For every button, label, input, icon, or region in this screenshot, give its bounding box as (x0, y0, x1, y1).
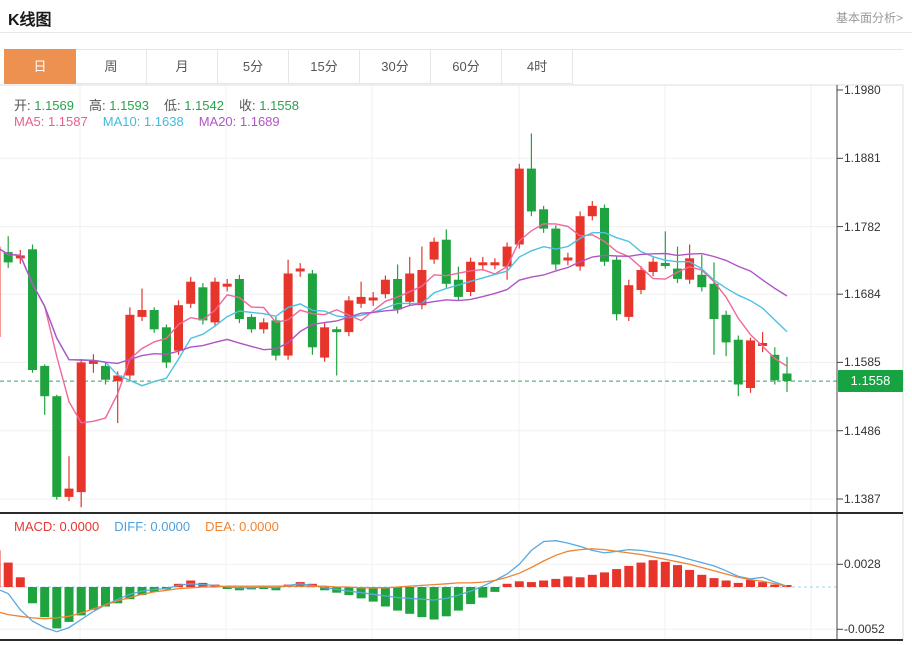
ma20-line (0, 248, 788, 365)
current-price-badge: 1.1558 (838, 370, 903, 392)
ohlc-row-close: 收: 1.1558 (239, 98, 299, 113)
price-panel (0, 85, 837, 511)
ma-row-ma5: MA5: 1.1587 (14, 114, 88, 129)
ma-row-ma10: MA10: 1.1638 (103, 114, 184, 129)
price-tick-label: 1.1881 (844, 151, 881, 166)
low-label: 低: (164, 98, 185, 113)
dea-line (0, 548, 788, 620)
price-tick-label: 1.1684 (844, 287, 881, 302)
fundamental-analysis-link[interactable]: 基本面分析> (835, 11, 903, 25)
tab-4hour[interactable]: 4时 (502, 49, 573, 84)
macd-row-diff: DIFF: 0.0000 (114, 519, 190, 534)
page-title: K线图 (8, 12, 52, 29)
ma5-label: MA5: (14, 114, 48, 129)
macd-panel (0, 514, 837, 639)
ma10-label: MA10: (102, 114, 144, 129)
macd-row-macd: MACD: 0.0000 (14, 519, 99, 534)
macd-tick-label: 0.0028 (844, 557, 881, 572)
tab-30min[interactable]: 30分 (360, 49, 431, 84)
ohlc-row-high: 高: 1.1593 (89, 98, 149, 113)
tab-15min[interactable]: 15分 (289, 49, 360, 84)
macd-value: 0.0000 (59, 519, 100, 534)
price-tick-label: 1.1486 (844, 423, 881, 438)
diff-label: DIFF: (114, 519, 151, 534)
interval-tabs: 日周月 5分 15分 30分 60分 4时 (4, 49, 573, 84)
macd-tick-label: -0.0052 (844, 622, 885, 637)
ma-readout: MA5: 1.1587 MA10: 1.1638 MA20: 1.1689 (14, 114, 295, 129)
dea-label: DEA: (205, 519, 240, 534)
price-tick-label: 1.1387 (844, 492, 881, 506)
high-label: 高: (89, 98, 110, 113)
close-value: 1.1558 (259, 98, 299, 113)
ohlc-row-low: 低: 1.1542 (164, 98, 224, 113)
low-value: 1.1542 (184, 98, 224, 113)
ma10-line (0, 231, 788, 387)
price-tick-label: 1.1585 (844, 355, 881, 370)
high-value: 1.1593 (109, 98, 149, 113)
tab-weekly[interactable]: 周 (76, 49, 147, 84)
macd-histogram (0, 550, 792, 629)
open-label: 开: (14, 98, 35, 113)
candles-layer (0, 133, 792, 508)
tab-5min[interactable]: 5分 (218, 49, 289, 84)
diff-value: 0.0000 (150, 519, 191, 534)
macd-row-dea: DEA: 0.0000 (205, 519, 279, 534)
macd-readout: MACD: 0.0000 DIFF: 0.0000 DEA: 0.0000 (14, 519, 294, 534)
ohlc-readout: 开: 1.1569 高: 1.1593 低: 1.1542 收: 1.1558 (14, 95, 314, 114)
macd-label: MACD: (14, 519, 60, 534)
ma5-value: 1.1587 (47, 114, 88, 129)
open-value: 1.1569 (34, 98, 74, 113)
tab-monthly[interactable]: 月 (147, 49, 218, 84)
ma5-line (0, 223, 788, 424)
diff-line (0, 540, 788, 633)
price-tick-label: 1.1782 (844, 219, 881, 234)
tab-60min[interactable]: 60分 (431, 49, 502, 84)
ma20-value: 1.1689 (239, 114, 280, 129)
tab-daily[interactable]: 日 (4, 49, 76, 84)
close-label: 收: (239, 98, 260, 113)
ohlc-row-open: 开: 1.1569 (14, 98, 74, 113)
ma-row-ma20: MA20: 1.1689 (199, 114, 280, 129)
ma10-value: 1.1638 (143, 114, 184, 129)
title-divider (0, 32, 912, 33)
dea-value: 0.0000 (239, 519, 279, 534)
price-tick-label: 1.1980 (844, 83, 881, 97)
ma20-label: MA20: (198, 114, 240, 129)
